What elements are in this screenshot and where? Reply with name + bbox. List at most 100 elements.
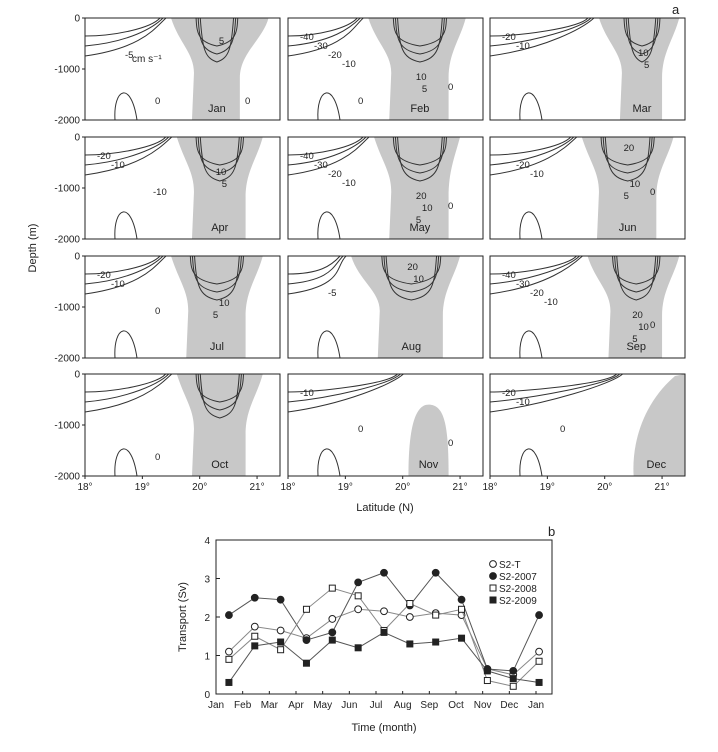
contour-line [84,136,170,166]
transport-chart: b 0 1 2 3 4 Jan Feb Mar Apr May Jun Jul Aug Sep Oct Nov D… [177,524,555,734]
contour-line [84,373,173,413]
contour-line [627,17,657,63]
x-tick-label: 19° [338,482,353,493]
contour-line [287,373,404,413]
contour-value-label: 20 [407,262,418,273]
contour-value-label: 0 [448,438,453,449]
contour-line [612,255,661,285]
data-point [328,615,337,623]
contour-line [199,373,240,419]
contour-value-label: -10 [111,160,125,171]
data-point [302,659,310,667]
x-tick-label: 20° [395,482,410,493]
data-point [251,632,259,640]
contour-line [84,255,164,285]
contour-panel-nov: -10 0 0 Nov 18° 19° 20° 21° [280,373,484,493]
x-tick-label: Jan [208,700,224,711]
contour-value-label: -20 [328,169,342,180]
panel-frame [489,17,686,121]
contour-value-label: -5 [328,288,336,299]
contour-line [195,136,244,166]
contour-value-label: 10 [413,274,424,285]
contour-panel-group: a05-50Jan0-1000-2000-40-30-20-1010500Feb… [27,2,686,514]
contour-line [84,136,173,176]
x-tick-label: 18° [482,482,497,493]
legend-marker [489,560,497,568]
contour-line [114,330,138,359]
data-point [277,646,285,654]
contour-value-label: -10 [342,178,356,189]
contour-line [519,330,543,359]
contour-line [287,136,367,166]
contour-line [84,255,161,275]
data-point [225,678,233,686]
contour-line [489,17,595,57]
contour-line [317,330,341,359]
x-tick-label: Sep [420,700,438,711]
series-line [228,608,540,676]
contour-line [84,136,167,156]
positive-flow-shading [408,404,449,476]
contour-line [602,136,653,174]
contour-line [489,136,578,176]
panel-frame [287,255,484,359]
data-point [225,611,233,619]
contour-line [392,17,447,47]
contour-line [84,255,167,295]
contour-value-label: 5 [219,36,224,47]
month-label: Apr [211,222,228,234]
series-line [228,631,540,683]
legend-label: S2-2007 [499,572,537,583]
positive-flow-shading [176,374,263,476]
x-tick-label: Aug [394,700,412,711]
panel-frame [287,17,484,121]
x-axis-title: Time (month) [352,722,417,734]
x-tick-label: 19° [135,482,150,493]
data-point [535,611,543,619]
contour-value-label: 0 [448,201,453,212]
contour-value-label: -20 [530,288,544,299]
month-label: Jul [210,341,224,353]
series-s2-2009: S2-2009 [225,596,543,686]
y-tick-label: -1000 [54,184,80,195]
month-label: Jun [619,222,637,234]
contour-line [489,255,583,295]
contour-line [394,17,445,55]
contour-value-label: 0 [155,306,160,317]
positive-flow-shading [171,18,269,120]
contour-value-label: -10 [300,388,314,399]
unit-label: cm s⁻¹ [132,54,162,65]
panel-frame [489,136,686,240]
data-point [276,595,285,604]
contour-value-label: 0 [245,96,250,107]
x-tick-label: 21° [249,482,264,493]
contour-value-label: 20 [416,191,427,202]
contour-value-label: 10 [638,48,649,59]
contour-value-label: -10 [153,187,167,198]
data-point [432,638,440,646]
data-point [431,568,440,577]
data-point [225,647,233,656]
x-tick-label: 20° [192,482,207,493]
x-tick-label: Jan [528,700,544,711]
contour-line [195,373,244,403]
contour-line [84,373,170,403]
data-point [250,593,259,602]
contour-line [197,17,237,55]
contour-value-label: -20 [516,160,530,171]
month-label: Feb [410,103,429,115]
contour-value-label: 20 [632,310,643,321]
month-label: May [410,222,431,234]
contour-line [489,255,580,285]
contour-line [489,136,572,156]
contour-value-label: 0 [155,452,160,463]
panel-frame [287,373,484,477]
positive-flow-shading [581,137,674,239]
y-tick-label: 0 [74,14,80,25]
contour-value-label: 0 [650,187,655,198]
contour-line [189,255,244,285]
contour-value-label: 0 [560,424,565,435]
y-tick-label: -1000 [54,303,80,314]
x-tick-label: 19° [540,482,555,493]
